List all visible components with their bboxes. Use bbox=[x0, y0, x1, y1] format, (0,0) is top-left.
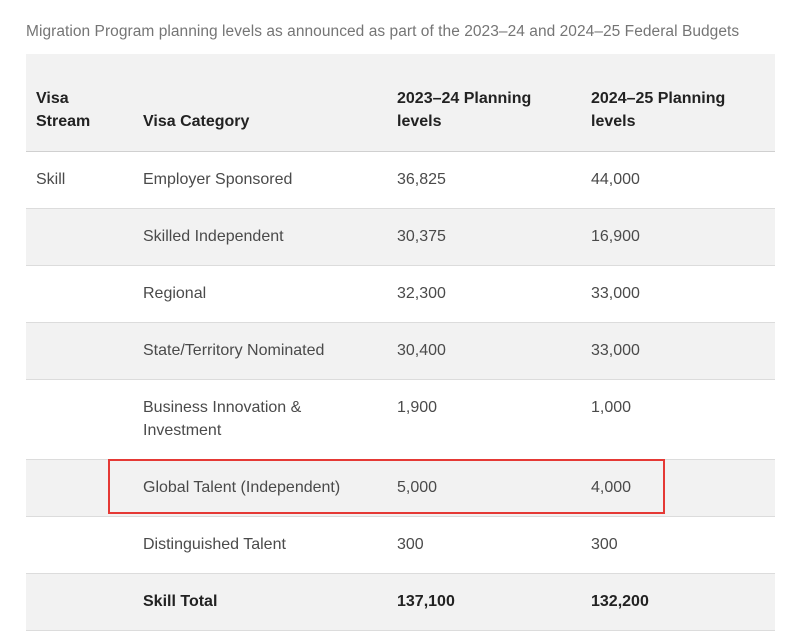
cell-planning-2023-24: 30,375 bbox=[387, 208, 581, 266]
cell-visa-stream bbox=[26, 265, 133, 323]
cell-total-2024-25: 132,200 bbox=[581, 573, 775, 631]
header-visa-category: Visa Category bbox=[133, 54, 387, 152]
cell-visa-category: Business Innovation & Investment bbox=[133, 379, 387, 460]
cell-planning-2024-25: 33,000 bbox=[581, 322, 775, 380]
cell-visa-stream bbox=[26, 379, 133, 460]
cell-visa-stream: Skill bbox=[26, 151, 133, 209]
table-header-row: Visa Stream Visa Category 2023–24 Planni… bbox=[26, 54, 775, 152]
cell-planning-2023-24: 300 bbox=[387, 516, 581, 574]
table-row: Business Innovation & Investment 1,900 1… bbox=[26, 379, 775, 460]
cell-planning-2023-24: 5,000 bbox=[387, 459, 581, 517]
header-planning-2023-24: 2023–24 Planning levels bbox=[387, 54, 581, 152]
table-caption: Migration Program planning levels as ann… bbox=[26, 23, 740, 40]
cell-planning-2024-25: 16,900 bbox=[581, 208, 775, 266]
table-row: Regional 32,300 33,000 bbox=[26, 265, 775, 323]
cell-visa-stream bbox=[26, 208, 133, 266]
cell-visa-category: Global Talent (Independent) bbox=[133, 459, 387, 517]
cell-visa-stream bbox=[26, 573, 133, 631]
table-row: Distinguished Talent 300 300 bbox=[26, 516, 775, 574]
cell-total-2023-24: 137,100 bbox=[387, 573, 581, 631]
table-row-highlighted: Global Talent (Independent) 5,000 4,000 bbox=[26, 459, 775, 517]
cell-visa-category: Employer Sponsored bbox=[133, 151, 387, 209]
table-row: State/Territory Nominated 30,400 33,000 bbox=[26, 322, 775, 380]
cell-visa-category: State/Territory Nominated bbox=[133, 322, 387, 380]
cell-visa-category: Distinguished Talent bbox=[133, 516, 387, 574]
cell-planning-2024-25: 1,000 bbox=[581, 379, 775, 460]
table-row: Skilled Independent 30,375 16,900 bbox=[26, 208, 775, 266]
cell-total-label: Skill Total bbox=[133, 573, 387, 631]
cell-planning-2024-25: 4,000 bbox=[581, 459, 775, 517]
cell-visa-stream bbox=[26, 459, 133, 517]
cell-planning-2024-25: 44,000 bbox=[581, 151, 775, 209]
cell-planning-2023-24: 36,825 bbox=[387, 151, 581, 209]
cell-planning-2023-24: 30,400 bbox=[387, 322, 581, 380]
cell-planning-2024-25: 300 bbox=[581, 516, 775, 574]
cell-planning-2023-24: 32,300 bbox=[387, 265, 581, 323]
table-total-row: Skill Total 137,100 132,200 bbox=[26, 573, 775, 631]
cell-visa-stream bbox=[26, 322, 133, 380]
header-visa-stream: Visa Stream bbox=[26, 54, 133, 152]
cell-planning-2024-25: 33,000 bbox=[581, 265, 775, 323]
cell-visa-category: Skilled Independent bbox=[133, 208, 387, 266]
cell-planning-2023-24: 1,900 bbox=[387, 379, 581, 460]
table-row: Skill Employer Sponsored 36,825 44,000 bbox=[26, 151, 775, 209]
cell-visa-stream bbox=[26, 516, 133, 574]
migration-planning-table: Visa Stream Visa Category 2023–24 Planni… bbox=[26, 54, 775, 631]
header-planning-2024-25: 2024–25 Planning levels bbox=[581, 54, 775, 152]
cell-visa-category: Regional bbox=[133, 265, 387, 323]
